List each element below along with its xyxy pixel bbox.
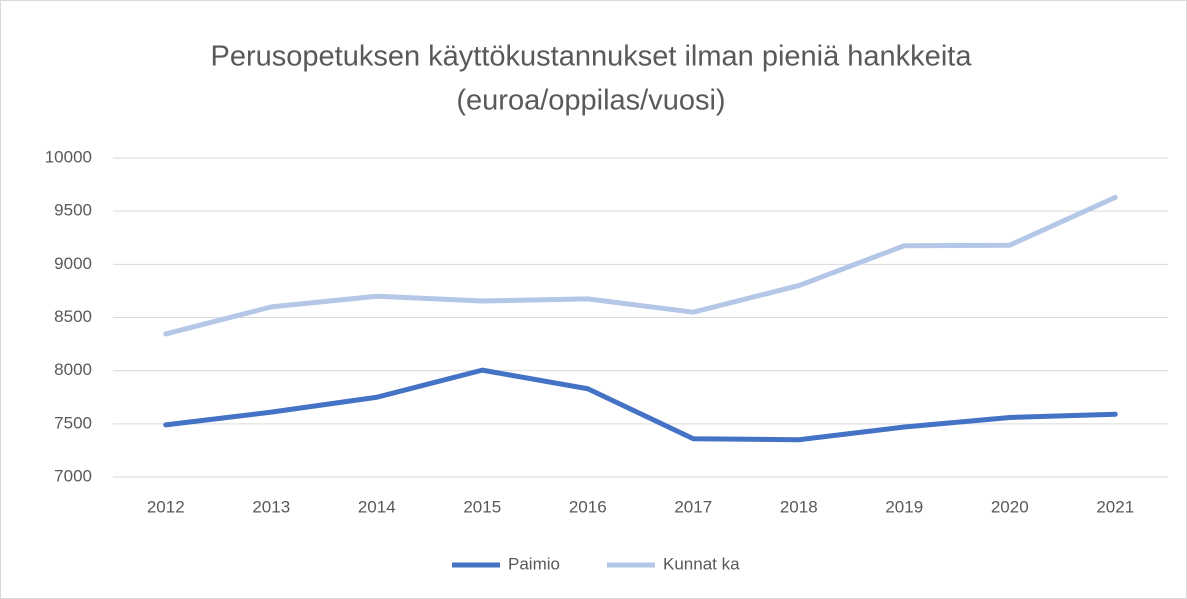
x-tick-label: 2015 [463,497,501,516]
x-tick-label: 2013 [252,497,290,516]
chart-title: Perusopetuksen käyttökustannukset ilman … [211,41,973,73]
series-line [163,367,1118,443]
y-tick-label: 8000 [54,360,92,379]
y-tick-label: 9000 [54,254,92,273]
legend-label: Paimio [508,554,560,573]
x-tick-label: 2021 [1096,497,1134,516]
y-tick-label: 9500 [54,201,92,220]
legend-label: Kunnat ka [663,554,740,573]
x-tick-label: 2020 [991,497,1029,516]
x-tick-label: 2014 [358,497,396,516]
x-tick-label: 2017 [674,497,712,516]
series-line [163,194,1118,337]
chart-subtitle: (euroa/oppilas/vuosi) [456,85,725,117]
x-tick-label: 2012 [147,497,185,516]
y-tick-label: 7500 [54,413,92,432]
x-tick-label: 2019 [885,497,923,516]
x-tick-label: 2018 [780,497,818,516]
y-tick-label: 7000 [54,466,92,485]
y-tick-label: 10000 [45,147,92,166]
x-tick-label: 2016 [569,497,607,516]
y-tick-label: 8500 [54,307,92,326]
